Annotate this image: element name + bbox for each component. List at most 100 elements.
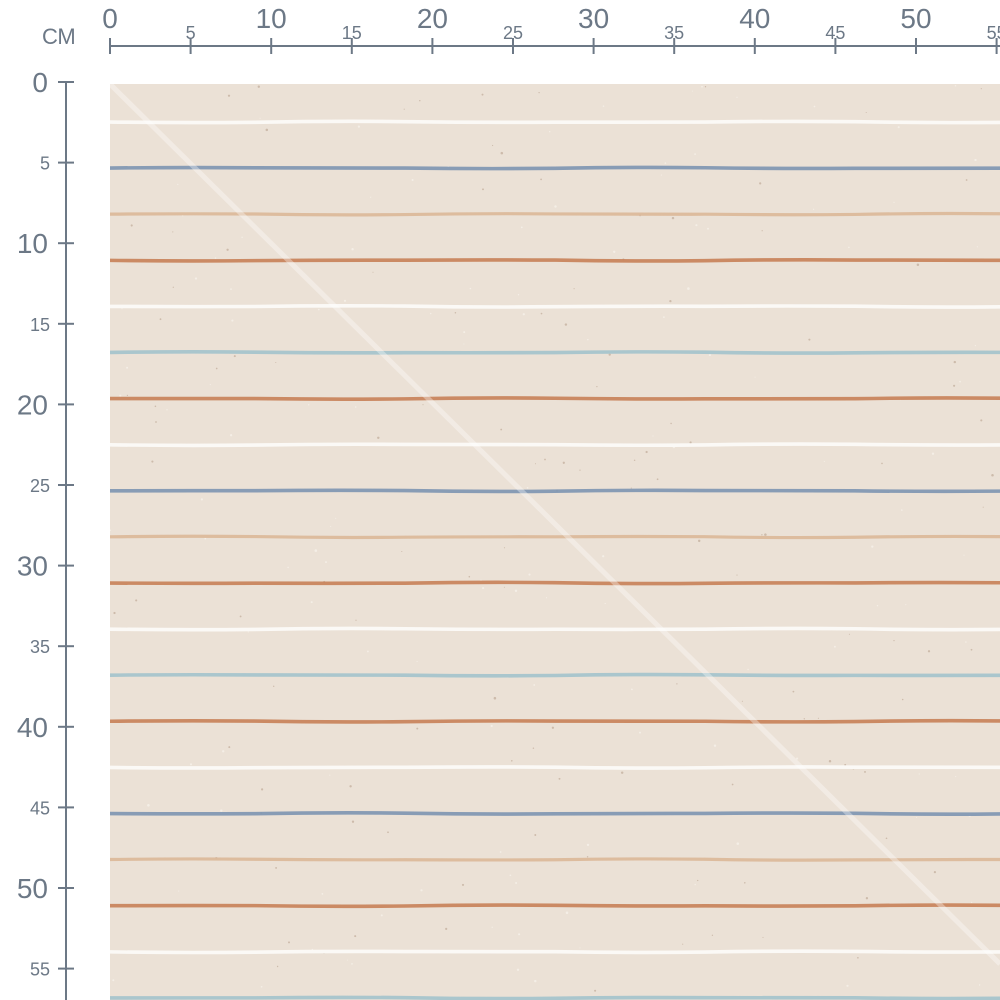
speckle: [469, 287, 472, 290]
speckle: [463, 331, 466, 334]
speckle: [631, 688, 633, 691]
speckle: [980, 419, 983, 422]
top-ruler-tick-label: 0: [102, 3, 118, 34]
speckle: [551, 726, 555, 729]
speckle: [663, 316, 665, 318]
speckle: [660, 174, 662, 176]
speckle: [761, 534, 763, 536]
speckle: [411, 178, 414, 182]
speckle: [110, 529, 111, 532]
speckle: [335, 517, 337, 519]
speckle: [372, 271, 374, 273]
stripe-blue: [110, 811, 1000, 816]
speckle: [419, 99, 421, 102]
speckle: [454, 311, 457, 314]
speckle: [420, 889, 423, 892]
speckle: [991, 474, 994, 477]
speckle: [876, 604, 879, 607]
speckle: [416, 660, 418, 663]
stripe-sand: [110, 211, 1000, 217]
speckle: [231, 319, 234, 322]
speckle: [260, 985, 263, 988]
speckle: [694, 153, 696, 155]
left-ruler-tick-label: 40: [17, 712, 48, 743]
speckle: [764, 533, 767, 536]
speckle: [682, 943, 684, 945]
stripe-white: [110, 626, 1000, 632]
speckle: [953, 384, 956, 387]
speckle: [978, 984, 981, 986]
speckle: [220, 809, 223, 812]
speckle: [349, 785, 352, 788]
speckle: [135, 599, 138, 602]
speckle: [227, 94, 231, 97]
speckle: [265, 128, 269, 132]
stripe-blue: [110, 165, 1000, 171]
speckle: [955, 776, 957, 778]
speckle: [499, 851, 502, 853]
speckle: [534, 834, 537, 836]
speckle: [613, 250, 616, 253]
speckle: [275, 866, 278, 869]
speckle: [482, 188, 484, 191]
speckle: [713, 744, 717, 747]
speckle: [343, 299, 347, 302]
speckle: [491, 926, 493, 928]
speckle: [736, 574, 738, 576]
speckle: [257, 85, 260, 88]
speckle: [526, 487, 529, 489]
speckle: [482, 587, 485, 590]
stripe-white: [110, 765, 1000, 770]
speckle: [159, 318, 162, 321]
speckle: [500, 428, 503, 431]
speckle: [893, 201, 895, 203]
speckle: [953, 360, 957, 364]
speckle: [468, 575, 471, 578]
speckle: [918, 773, 920, 775]
speckle: [905, 604, 907, 606]
speckle: [538, 91, 540, 94]
speckle: [959, 380, 961, 383]
speckle: [558, 777, 561, 780]
speckle: [871, 545, 874, 548]
left-ruler-tick-label: 5: [40, 154, 50, 174]
speckle: [351, 248, 354, 251]
top-ruler-tick-label: 50: [900, 3, 931, 34]
speckle: [744, 882, 746, 884]
speckle: [172, 286, 174, 288]
speckle: [620, 771, 624, 774]
left-ruler-tick-label: 25: [30, 476, 50, 496]
speckle: [273, 685, 275, 687]
speckle: [974, 345, 976, 347]
speckle: [708, 353, 712, 357]
speckle: [514, 589, 518, 593]
speckle: [215, 367, 218, 370]
speckle: [933, 871, 937, 874]
speckle: [517, 294, 520, 296]
speckle: [754, 376, 756, 378]
speckle: [222, 750, 225, 753]
speckle: [885, 837, 888, 840]
speckle: [515, 882, 518, 884]
speckle: [691, 90, 693, 92]
speckle: [848, 246, 850, 249]
top-ruler-tick-label: 10: [256, 3, 287, 34]
speckle: [792, 690, 795, 693]
speckle: [562, 461, 565, 464]
speckle: [329, 774, 331, 776]
stripes: [110, 119, 1000, 1000]
speckle: [586, 843, 590, 847]
speckle: [209, 384, 211, 386]
speckle: [261, 788, 264, 791]
speckle: [288, 941, 290, 944]
speckle: [318, 308, 320, 311]
speckle: [694, 883, 696, 886]
left-ruler-tick-label: 20: [17, 389, 48, 420]
speckle: [974, 158, 977, 162]
top-ruler-tick-label: 30: [578, 3, 609, 34]
speckle: [380, 914, 383, 917]
speckle: [314, 549, 318, 552]
speckle: [865, 111, 867, 114]
speckle: [503, 586, 505, 588]
